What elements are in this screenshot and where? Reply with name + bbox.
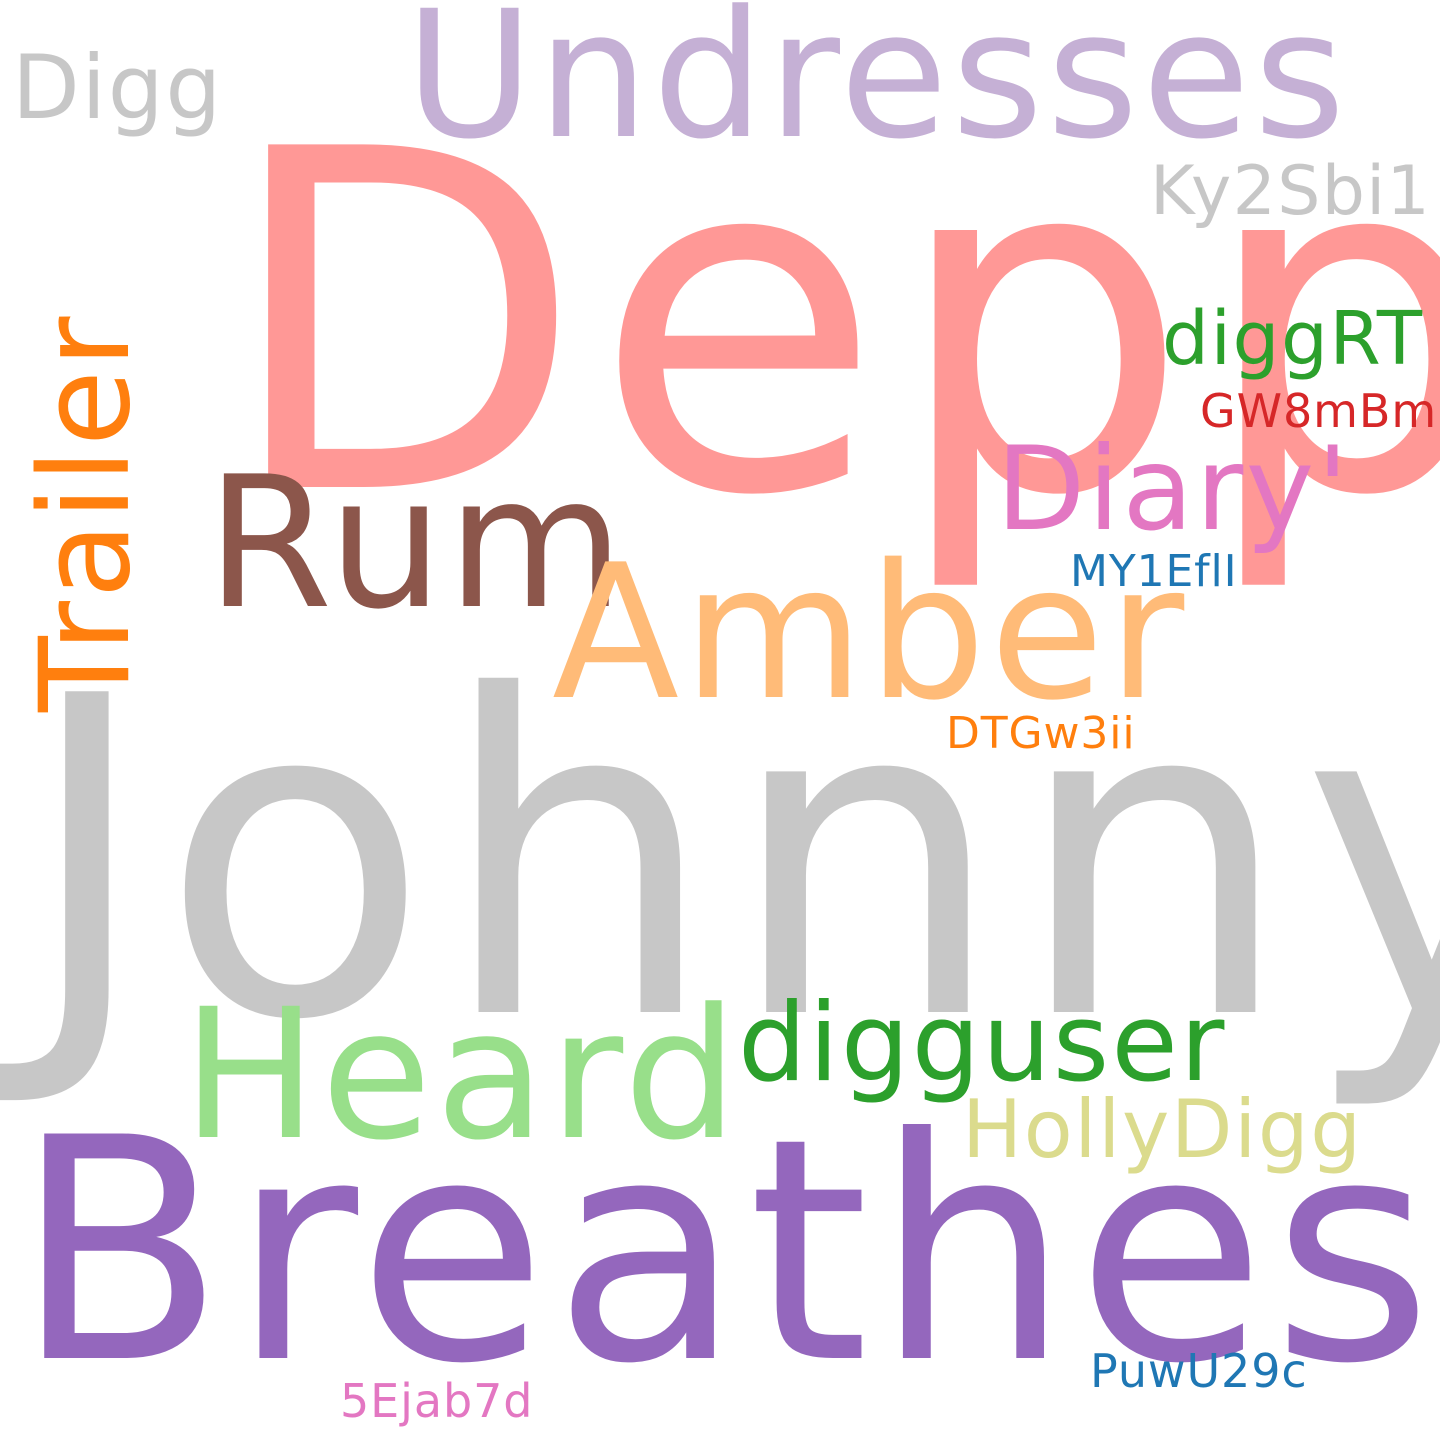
word-hollydigg: HollyDigg xyxy=(962,1083,1363,1176)
word-depp: Depp xyxy=(222,51,1440,598)
word-amber: Amber xyxy=(552,524,1188,741)
word-diary: Diary' xyxy=(996,422,1351,557)
word-digg: Digg xyxy=(12,36,223,139)
word-dtgw3ii: DTGw3ii xyxy=(946,708,1136,759)
word-trailer: Trailer xyxy=(14,313,158,712)
word-gw8mbml: GW8mBml xyxy=(1200,384,1440,438)
word-my1efli: MY1EflI xyxy=(1070,546,1238,597)
word-undresses: Undresses xyxy=(405,0,1349,178)
word-ky2sbi1: Ky2Sbi1 xyxy=(1150,152,1432,231)
word-puwu29c: PuwU29c xyxy=(1090,1344,1308,1398)
word-johnny: Johnny xyxy=(22,604,1440,1116)
word-digguser: digguser xyxy=(738,981,1227,1106)
word-heard: Heard xyxy=(182,971,742,1180)
word-rum: Rum xyxy=(206,437,628,649)
word-breathes: Breathes xyxy=(14,1072,1439,1431)
word-5ejab7d: 5Ejab7d xyxy=(340,1374,534,1428)
word-diggrt: diggRT xyxy=(1162,296,1424,382)
